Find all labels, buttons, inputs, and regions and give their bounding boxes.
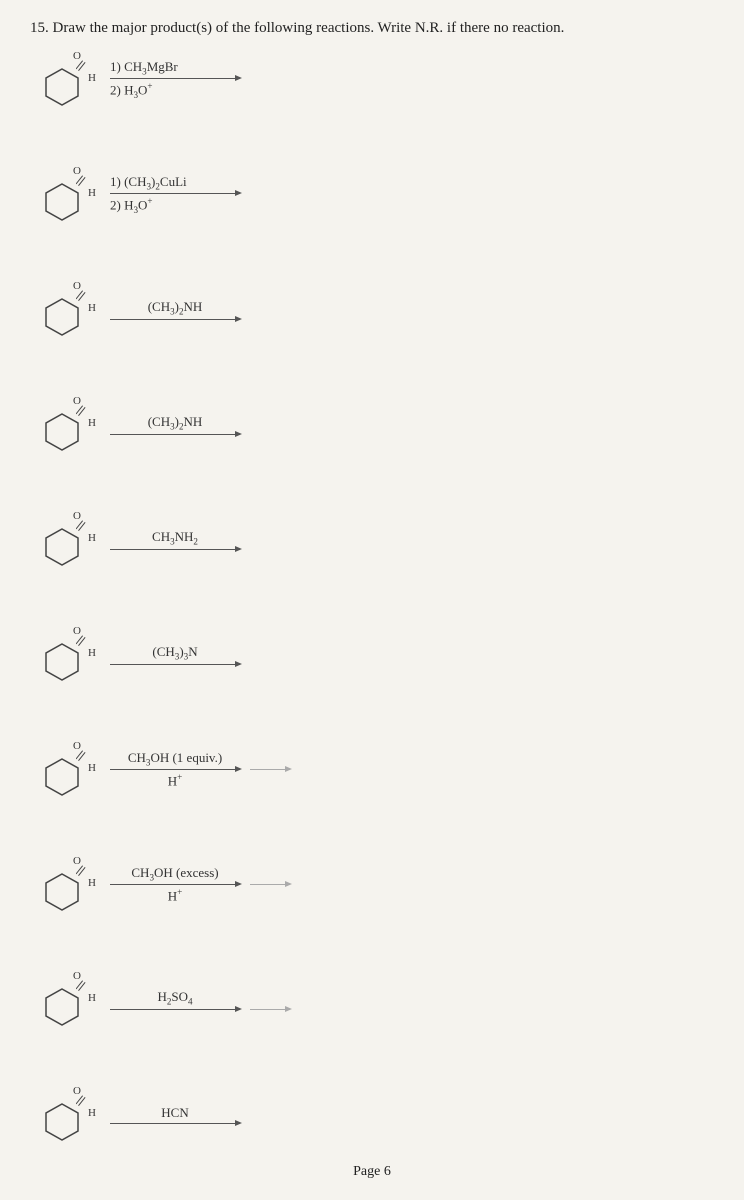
cyclohexane-ring (44, 67, 80, 107)
reaction-3: O H (CH3)2NH (40, 282, 714, 337)
reactions-container: O H 1) CH3MgBr 2) H3O+ O H (30, 52, 714, 1142)
reaction-7: O H CH3OH (1 equiv.) H+ (40, 742, 714, 797)
reaction-5: O H CH3NH2 (40, 512, 714, 567)
reaction-arrow (110, 769, 240, 770)
reaction-8: O H CH3OH (excess) H+ (40, 857, 714, 912)
reagent-bottom: H+ (168, 772, 183, 789)
reaction-10: O H HCN (40, 1087, 714, 1142)
reagent-block: H2SO4 (110, 989, 240, 1010)
oxygen-atom: O (73, 740, 81, 752)
cyclohexane-ring (44, 297, 80, 337)
oxygen-atom: O (73, 50, 81, 62)
oxygen-atom: O (73, 165, 81, 177)
hydrogen-atom: H (88, 302, 96, 314)
cyclohexane-ring (44, 412, 80, 452)
oxygen-atom: O (73, 510, 81, 522)
reagent-block: CH3OH (1 equiv.) H+ (110, 750, 240, 790)
reagent-step-2: 2) H3O+ (110, 81, 153, 100)
cyclohexane-ring (44, 182, 80, 222)
reaction-1: O H 1) CH3MgBr 2) H3O+ (40, 52, 714, 107)
reaction-arrow (110, 319, 240, 320)
reagent-block: CH3OH (excess) H+ (110, 865, 240, 905)
reaction-arrow (110, 1123, 240, 1124)
reagent-step-2: 2) H3O+ (110, 196, 153, 215)
reaction-6: O H (CH3)3N (40, 627, 714, 682)
reaction-arrow (110, 664, 240, 665)
hydrogen-atom: H (88, 72, 96, 84)
oxygen-atom: O (73, 395, 81, 407)
hydrogen-atom: H (88, 877, 96, 889)
aldehyde-molecule: O H (40, 512, 95, 567)
reagent-block: (CH3)2NH (110, 414, 240, 435)
reagent-step-1: 1) CH3MgBr (110, 59, 178, 77)
aldehyde-molecule: O H (40, 972, 95, 1027)
reagent-top: H2SO4 (157, 989, 192, 1007)
reagent-steps: 1) CH3MgBr 2) H3O+ (110, 59, 240, 101)
secondary-arrow (250, 1009, 290, 1010)
oxygen-atom: O (73, 855, 81, 867)
cyclohexane-ring (44, 527, 80, 567)
reaction-4: O H (CH3)2NH (40, 397, 714, 452)
reagent-top: (CH3)2NH (148, 299, 203, 317)
cyclohexane-ring (44, 872, 80, 912)
secondary-arrow (250, 884, 290, 885)
reagent-top: CH3NH2 (152, 529, 198, 547)
aldehyde-molecule: O H (40, 627, 95, 682)
aldehyde-molecule: O H (40, 857, 95, 912)
hydrogen-atom: H (88, 417, 96, 429)
reaction-arrow (110, 549, 240, 550)
aldehyde-molecule: O H (40, 1087, 95, 1142)
cyclohexane-ring (44, 642, 80, 682)
aldehyde-molecule: O H (40, 52, 95, 107)
reagent-block: CH3NH2 (110, 529, 240, 550)
reaction-arrow (110, 434, 240, 435)
reaction-arrow (110, 78, 240, 79)
question-text: Draw the major product(s) of the followi… (53, 20, 565, 36)
hydrogen-atom: H (88, 647, 96, 659)
reagent-top: CH3OH (excess) (131, 865, 218, 883)
reagent-block: HCN (110, 1105, 240, 1124)
reaction-9: O H H2SO4 (40, 972, 714, 1027)
reagent-top: (CH3)2NH (148, 414, 203, 432)
hydrogen-atom: H (88, 992, 96, 1004)
reagent-step-1: 1) (CH3)2CuLi (110, 174, 187, 192)
aldehyde-molecule: O H (40, 397, 95, 452)
cyclohexane-ring (44, 1102, 80, 1142)
question-number: 15. (30, 20, 49, 36)
hydrogen-atom: H (88, 532, 96, 544)
reaction-2: O H 1) (CH3)2CuLi 2) H3O+ (40, 167, 714, 222)
oxygen-atom: O (73, 1085, 81, 1097)
reagent-top: HCN (161, 1105, 188, 1121)
aldehyde-molecule: O H (40, 742, 95, 797)
reagent-top: CH3OH (1 equiv.) (128, 750, 222, 768)
reagent-block: (CH3)3N (110, 644, 240, 665)
hydrogen-atom: H (88, 762, 96, 774)
reaction-arrow (110, 1009, 240, 1010)
hydrogen-atom: H (88, 1107, 96, 1119)
oxygen-atom: O (73, 970, 81, 982)
reagent-block: (CH3)2NH (110, 299, 240, 320)
aldehyde-molecule: O H (40, 282, 95, 337)
reagent-top: (CH3)3N (152, 644, 197, 662)
reagent-steps: 1) (CH3)2CuLi 2) H3O+ (110, 174, 240, 216)
cyclohexane-ring (44, 987, 80, 1027)
reaction-arrow (110, 193, 240, 194)
hydrogen-atom: H (88, 187, 96, 199)
reaction-arrow (110, 884, 240, 885)
page-number: Page 6 (353, 1164, 391, 1180)
question-header: 15. Draw the major product(s) of the fol… (30, 20, 714, 37)
oxygen-atom: O (73, 280, 81, 292)
cyclohexane-ring (44, 757, 80, 797)
secondary-arrow (250, 769, 290, 770)
reagent-bottom: H+ (168, 887, 183, 904)
aldehyde-molecule: O H (40, 167, 95, 222)
oxygen-atom: O (73, 625, 81, 637)
